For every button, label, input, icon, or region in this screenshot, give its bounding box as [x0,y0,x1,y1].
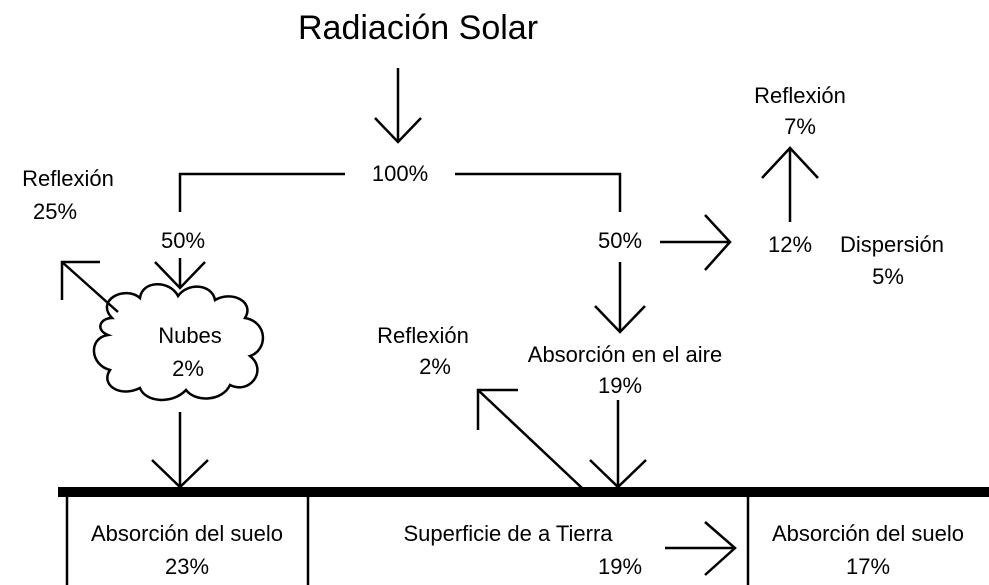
ground [58,487,989,497]
label: Dispersión [840,232,944,257]
label: Superficie de a Tierra [403,521,613,546]
label: 19% [598,373,642,398]
label: 100% [372,161,428,186]
label: Absorción del suelo [91,521,283,546]
label: 23% [165,554,209,579]
label: 2% [172,356,204,381]
label: Nubes [158,323,222,348]
label: 50% [161,228,205,253]
label: 7% [784,114,816,139]
label: Reflexión [377,323,469,348]
title: Radiación Solar [298,9,538,47]
label: 17% [846,554,890,579]
cloud [92,283,265,402]
label: 12% [768,232,812,257]
label: Reflexión [22,166,114,191]
label: 25% [33,199,77,224]
label: 5% [872,264,904,289]
label: 19% [598,554,642,579]
label: 2% [419,354,451,379]
label: 50% [598,228,642,253]
label: Absorción en el aire [528,342,722,367]
arrows [60,68,819,585]
label: Absorción del suelo [772,521,964,546]
label: Reflexión [754,83,846,108]
